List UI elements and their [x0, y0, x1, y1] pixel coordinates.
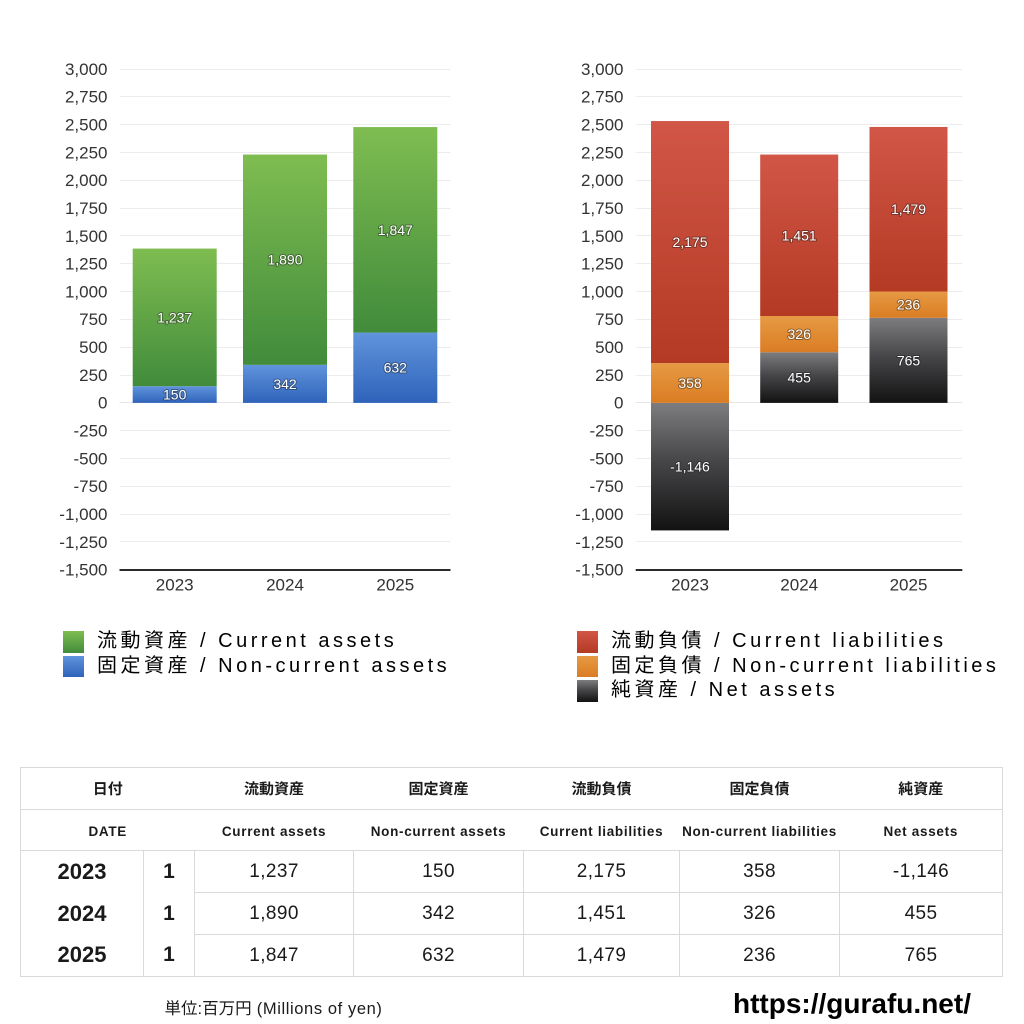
svg-text:2,000: 2,000 — [65, 171, 108, 190]
svg-text:-1,250: -1,250 — [575, 533, 623, 552]
svg-text:632: 632 — [384, 360, 408, 376]
svg-text:-1,000: -1,000 — [575, 505, 623, 524]
svg-text:1,890: 1,890 — [267, 252, 302, 268]
svg-text:750: 750 — [595, 310, 623, 329]
svg-text:-1,250: -1,250 — [59, 533, 107, 552]
svg-text:342: 342 — [273, 376, 297, 392]
svg-text:-1,500: -1,500 — [575, 561, 623, 580]
svg-text:250: 250 — [79, 366, 107, 385]
svg-text:3,000: 3,000 — [65, 60, 108, 79]
svg-text:1,451: 1,451 — [782, 227, 817, 243]
svg-text:2,500: 2,500 — [581, 116, 624, 135]
svg-text:2025: 2025 — [376, 576, 414, 595]
svg-text:3,000: 3,000 — [581, 60, 624, 79]
svg-text:1,479: 1,479 — [891, 201, 926, 217]
svg-text:-500: -500 — [589, 449, 623, 468]
svg-text:326: 326 — [788, 326, 812, 342]
svg-text:0: 0 — [614, 394, 623, 413]
svg-text:2024: 2024 — [780, 576, 818, 595]
svg-text:-1,000: -1,000 — [59, 505, 107, 524]
svg-text:2023: 2023 — [156, 576, 194, 595]
svg-text:1,500: 1,500 — [65, 227, 108, 246]
svg-text:-250: -250 — [73, 422, 107, 441]
svg-text:1,250: 1,250 — [65, 255, 108, 274]
svg-text:1,250: 1,250 — [581, 255, 624, 274]
svg-text:1,237: 1,237 — [157, 309, 192, 325]
svg-text:2,250: 2,250 — [581, 143, 624, 162]
svg-text:1,500: 1,500 — [581, 227, 624, 246]
svg-text:-750: -750 — [73, 477, 107, 496]
svg-text:1,750: 1,750 — [581, 199, 624, 218]
svg-text:236: 236 — [897, 297, 921, 313]
svg-text:-1,500: -1,500 — [59, 561, 107, 580]
svg-text:2023: 2023 — [671, 576, 709, 595]
svg-text:150: 150 — [163, 387, 187, 403]
svg-text:455: 455 — [788, 370, 812, 386]
svg-text:750: 750 — [79, 310, 107, 329]
svg-text:1,000: 1,000 — [581, 282, 624, 301]
svg-text:2,750: 2,750 — [65, 88, 108, 107]
svg-text:500: 500 — [79, 338, 107, 357]
svg-text:2,175: 2,175 — [672, 234, 707, 250]
svg-text:1,000: 1,000 — [65, 282, 108, 301]
svg-text:2,750: 2,750 — [581, 88, 624, 107]
svg-text:2025: 2025 — [890, 576, 928, 595]
svg-text:2024: 2024 — [266, 576, 304, 595]
svg-text:-250: -250 — [589, 422, 623, 441]
svg-text:-750: -750 — [589, 477, 623, 496]
svg-text:500: 500 — [595, 338, 623, 357]
svg-text:-1,146: -1,146 — [670, 459, 710, 475]
svg-text:1,750: 1,750 — [65, 199, 108, 218]
svg-text:2,500: 2,500 — [65, 116, 108, 135]
svg-text:1,847: 1,847 — [378, 222, 413, 238]
svg-text:2,000: 2,000 — [581, 171, 624, 190]
svg-text:0: 0 — [98, 394, 107, 413]
svg-text:358: 358 — [678, 375, 702, 391]
svg-text:2,250: 2,250 — [65, 143, 108, 162]
svg-text:-500: -500 — [73, 449, 107, 468]
svg-text:250: 250 — [595, 366, 623, 385]
svg-text:765: 765 — [897, 352, 921, 368]
